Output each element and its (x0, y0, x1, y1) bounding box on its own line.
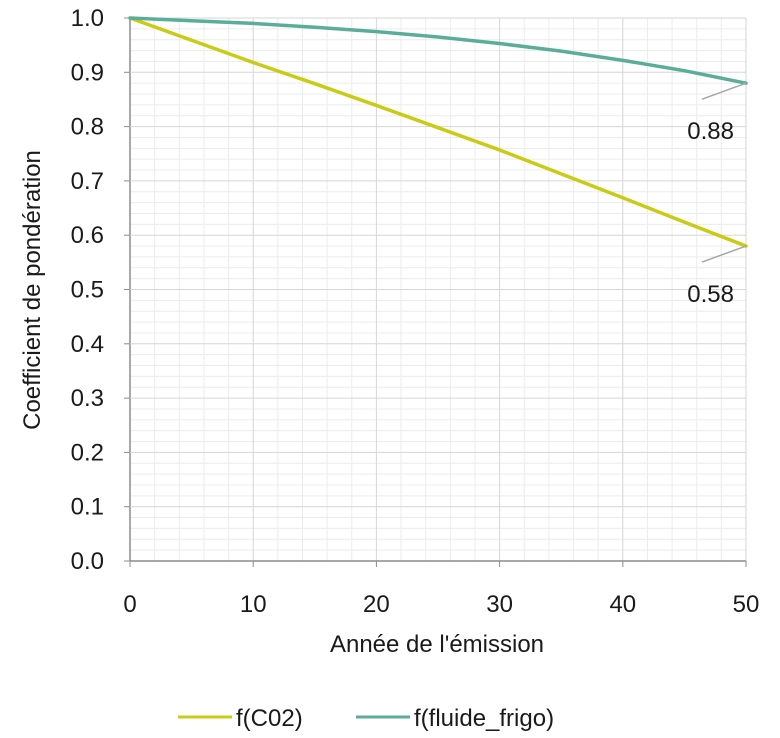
y-tick-label: 0.9 (71, 59, 104, 86)
y-tick-label: 0.3 (71, 385, 104, 412)
legend: f(C02) f(fluide_frigo) (178, 705, 554, 732)
y-tick-label: 1.0 (71, 5, 104, 32)
y-tick-label: 0.1 (71, 494, 104, 521)
y-tick-label: 0.0 (71, 548, 104, 575)
y-axis-title: Coefficient de pondération (19, 150, 46, 430)
annotation-leader-line (701, 245, 747, 263)
y-tick-label: 0.7 (71, 168, 104, 195)
x-tick-label: 30 (486, 591, 513, 618)
y-tick-label: 0.4 (71, 331, 104, 358)
data-label: 0.88 (687, 118, 734, 145)
annotation-leader-line (701, 82, 747, 100)
series-line-ffluide-frigo (128, 16, 748, 85)
x-tick-label: 40 (609, 591, 636, 618)
legend-item-ffluide-frigo: f(fluide_frigo) (356, 705, 554, 732)
y-tick-label: 0.8 (71, 114, 104, 141)
x-axis-title: Année de l'émission (330, 631, 544, 658)
x-tick-label: 10 (240, 591, 267, 618)
y-tick-label: 0.6 (71, 222, 104, 249)
series-lines (128, 16, 748, 248)
x-tick-label: 0 (123, 591, 136, 618)
legend-label-ffluide-frigo: f(fluide_frigo) (414, 705, 554, 732)
series-line-fco2 (128, 16, 748, 248)
x-axis-tick-labels: 0 10 20 30 40 50 (123, 591, 759, 618)
x-tick-label: 50 (733, 591, 760, 618)
y-tick-label: 0.5 (71, 277, 104, 304)
y-tick-label: 0.2 (71, 439, 104, 466)
data-label: 0.58 (687, 281, 734, 308)
y-axis-tick-labels: 0.0 0.1 0.2 0.3 0.4 0.5 0.6 0.7 0.8 0.9 1.0 (71, 5, 104, 575)
legend-label-fco2: f(C02) (236, 705, 303, 732)
data-label-annotations: 0.88 0.58 (687, 82, 747, 308)
legend-item-fco2: f(C02) (178, 705, 303, 732)
x-tick-label: 20 (363, 591, 390, 618)
